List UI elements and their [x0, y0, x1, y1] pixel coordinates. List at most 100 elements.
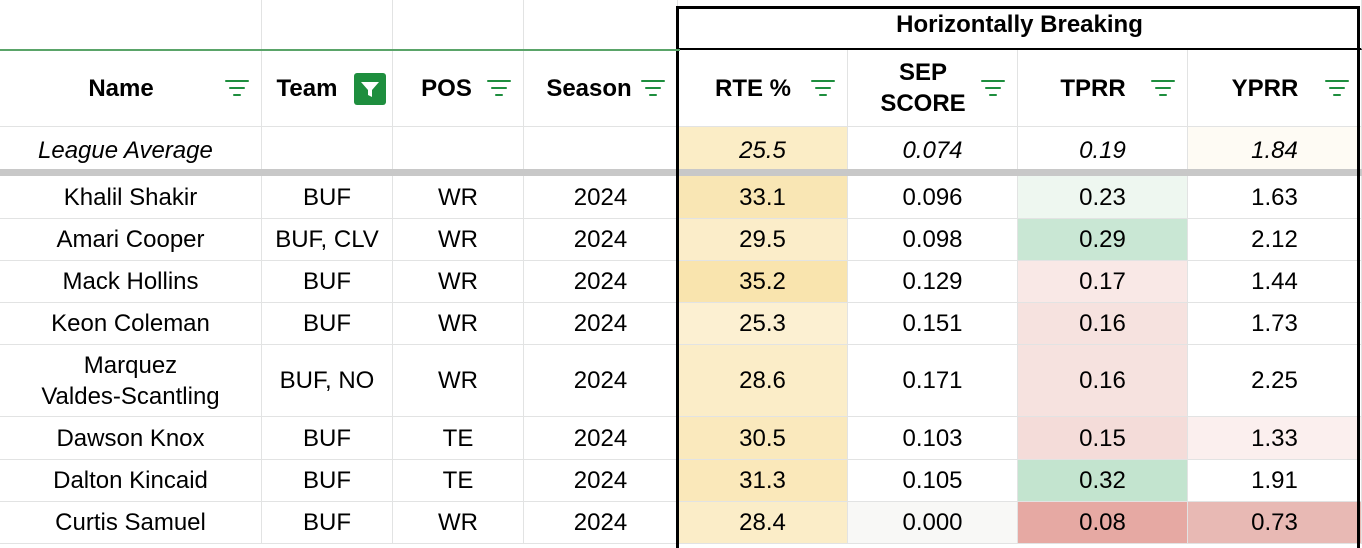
filter-lines-icon[interactable]	[1151, 80, 1175, 100]
cell-rte-text: 28.6	[739, 367, 786, 394]
cell-sep[interactable]: 0.103	[848, 417, 1018, 460]
column-header-team[interactable]: Team	[262, 50, 393, 127]
cell-team[interactable]: BUF	[262, 460, 393, 502]
cell-tprr[interactable]: 0.29	[1018, 219, 1188, 261]
cell-season[interactable]: 2024	[524, 460, 678, 502]
cell-sep[interactable]: 0.171	[848, 345, 1018, 417]
cell-rte[interactable]: 30.5	[678, 417, 848, 460]
cell-pos[interactable]: WR	[393, 261, 524, 303]
cell-team[interactable]: BUF	[262, 176, 393, 219]
column-header-season[interactable]: Season	[524, 50, 678, 127]
cell-tprr[interactable]: 0.32	[1018, 460, 1188, 502]
cell-season[interactable]: 2024	[524, 417, 678, 460]
cell-rte[interactable]: 33.1	[678, 176, 848, 219]
cell-sep[interactable]: 0.105	[848, 460, 1018, 502]
cell-season[interactable]: 2024	[524, 345, 678, 417]
filter-lines-icon[interactable]	[981, 80, 1005, 100]
cell-tprr[interactable]: 0.16	[1018, 303, 1188, 345]
cell-name[interactable]: Dalton Kincaid	[0, 460, 262, 502]
cell-name-text: Curtis Samuel	[55, 509, 206, 536]
cell-team-text: BUF	[303, 467, 351, 494]
cell-yprr[interactable]: 1.33	[1188, 417, 1362, 460]
cell-tprr[interactable]: 0.23	[1018, 176, 1188, 219]
column-header-pos-text: POS	[421, 74, 472, 102]
empty-top-cell[interactable]	[393, 0, 524, 50]
cell-yprr[interactable]: 1.91	[1188, 460, 1362, 502]
cell-pos[interactable]: TE	[393, 460, 524, 502]
cell-pos[interactable]: WR	[393, 345, 524, 417]
cell-yprr[interactable]: 1.63	[1188, 176, 1362, 219]
cell-name[interactable]: Marquez Valdes-Scantling	[0, 345, 262, 417]
cell-season[interactable]: 2024	[524, 219, 678, 261]
cell-pos[interactable]: TE	[393, 417, 524, 460]
cell-yprr[interactable]: 1.44	[1188, 261, 1362, 303]
cell-name[interactable]: Keon Coleman	[0, 303, 262, 345]
cell-tprr[interactable]: 0.08	[1018, 502, 1188, 544]
cell-name[interactable]: Dawson Knox	[0, 417, 262, 460]
funnel-active-icon[interactable]	[354, 73, 386, 105]
column-header-rte[interactable]: RTE %	[678, 50, 848, 127]
cell-rte[interactable]: 31.3	[678, 460, 848, 502]
empty-top-cell[interactable]	[524, 0, 678, 50]
league-average-yprr[interactable]: 1.84	[1188, 127, 1362, 176]
column-header-sep[interactable]: SEP SCORE	[848, 50, 1018, 127]
cell-season[interactable]: 2024	[524, 261, 678, 303]
league-average-pos[interactable]	[393, 127, 524, 176]
cell-pos[interactable]: WR	[393, 303, 524, 345]
cell-sep[interactable]: 0.098	[848, 219, 1018, 261]
cell-name[interactable]: Curtis Samuel	[0, 502, 262, 544]
cell-rte[interactable]: 28.4	[678, 502, 848, 544]
filter-lines-icon[interactable]	[1325, 80, 1349, 100]
cell-yprr[interactable]: 2.12	[1188, 219, 1362, 261]
filter-lines-icon[interactable]	[487, 80, 511, 100]
cell-team[interactable]: BUF, CLV	[262, 219, 393, 261]
column-header-tprr[interactable]: TPRR	[1018, 50, 1188, 127]
cell-sep[interactable]: 0.000	[848, 502, 1018, 544]
cell-yprr[interactable]: 2.25	[1188, 345, 1362, 417]
cell-yprr[interactable]: 0.73	[1188, 502, 1362, 544]
cell-rte[interactable]: 25.3	[678, 303, 848, 345]
cell-tprr[interactable]: 0.17	[1018, 261, 1188, 303]
cell-season[interactable]: 2024	[524, 176, 678, 219]
cell-pos[interactable]: WR	[393, 219, 524, 261]
cell-pos[interactable]: WR	[393, 176, 524, 219]
cell-rte[interactable]: 29.5	[678, 219, 848, 261]
cell-name[interactable]: Khalil Shakir	[0, 176, 262, 219]
cell-name[interactable]: Mack Hollins	[0, 261, 262, 303]
cell-rte-text: 35.2	[739, 268, 786, 295]
league-average-label[interactable]: League Average	[0, 127, 262, 176]
cell-name[interactable]: Amari Cooper	[0, 219, 262, 261]
cell-tprr[interactable]: 0.16	[1018, 345, 1188, 417]
league-average-rte[interactable]: 25.5	[678, 127, 848, 176]
cell-rte[interactable]: 35.2	[678, 261, 848, 303]
cell-team[interactable]: BUF	[262, 261, 393, 303]
cell-team[interactable]: BUF	[262, 417, 393, 460]
cell-team[interactable]: BUF, NO	[262, 345, 393, 417]
cell-pos[interactable]: WR	[393, 502, 524, 544]
cell-rte[interactable]: 28.6	[678, 345, 848, 417]
cell-tprr-text: 0.32	[1079, 467, 1126, 494]
cell-team[interactable]: BUF	[262, 303, 393, 345]
cell-pos-text: TE	[442, 467, 474, 494]
column-header-yprr[interactable]: YPRR	[1188, 50, 1362, 127]
empty-top-cell[interactable]	[0, 0, 262, 50]
cell-sep[interactable]: 0.129	[848, 261, 1018, 303]
filter-lines-icon[interactable]	[641, 80, 665, 100]
cell-sep[interactable]: 0.151	[848, 303, 1018, 345]
filter-lines-icon[interactable]	[811, 80, 835, 100]
cell-sep[interactable]: 0.096	[848, 176, 1018, 219]
column-header-pos[interactable]: POS	[393, 50, 524, 127]
cell-season[interactable]: 2024	[524, 303, 678, 345]
empty-top-cell[interactable]	[262, 0, 393, 50]
column-header-name[interactable]: Name	[0, 50, 262, 127]
league-average-sep[interactable]: 0.074	[848, 127, 1018, 176]
frozen-rows-divider[interactable]	[0, 169, 1362, 176]
filter-lines-icon[interactable]	[225, 80, 249, 100]
cell-team-text: BUF	[303, 424, 351, 452]
cell-team[interactable]: BUF	[262, 502, 393, 544]
league-average-rte-text: 25.5	[739, 137, 786, 164]
league-average-tprr[interactable]: 0.19	[1018, 127, 1188, 176]
cell-tprr[interactable]: 0.15	[1018, 417, 1188, 460]
cell-season[interactable]: 2024	[524, 502, 678, 544]
cell-yprr[interactable]: 1.73	[1188, 303, 1362, 345]
